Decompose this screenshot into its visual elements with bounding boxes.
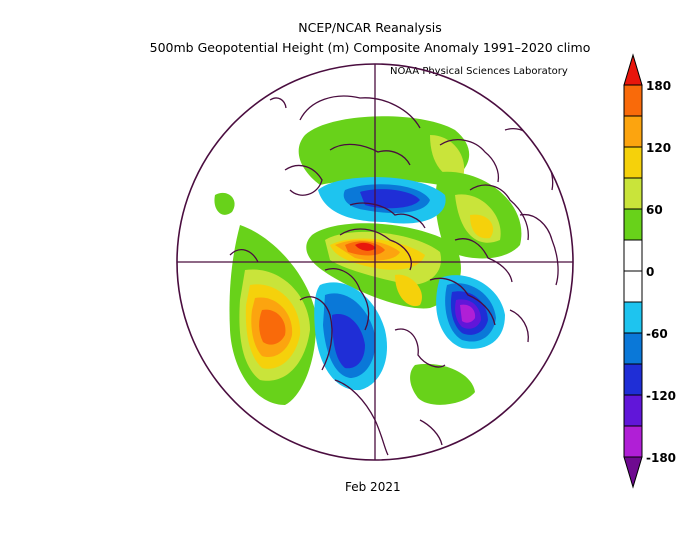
map-frame: [176, 63, 574, 461]
colorbar-swatch: [623, 425, 643, 458]
cb-label-180: 180: [646, 79, 672, 93]
cb-label-0: 0: [646, 265, 655, 279]
colorbar-swatch: [623, 208, 643, 241]
colorbar: [623, 53, 643, 489]
anomaly-contours: [214, 116, 522, 405]
map-title: NCEP/NCAR Reanalysis: [298, 20, 442, 35]
map-subtitle: 500mb Geopotential Height (m) Composite …: [149, 40, 591, 55]
colorbar-swatch: [623, 115, 643, 148]
colorbar-swatch: [623, 84, 643, 117]
colorbar-swatch: [623, 270, 643, 303]
colorbar-arrow-top: [623, 53, 643, 86]
colorbar-swatch: [623, 332, 643, 365]
colorbar-swatch: [623, 363, 643, 396]
grid-axes: [177, 64, 573, 460]
colorbar-swatch: [623, 177, 643, 210]
cb-label-m60: -60: [646, 327, 668, 341]
credit-label: NOAA Physical Sciences Laboratory: [390, 66, 568, 77]
colorbar-swatch: [623, 146, 643, 179]
colorbar-swatch: [623, 239, 643, 272]
colorbar-swatch: [623, 301, 643, 334]
period-label: Feb 2021: [345, 480, 401, 494]
colorbar-arrow-bottom: [623, 456, 643, 489]
cb-label-m120: -120: [646, 389, 677, 403]
cb-label-60: 60: [646, 203, 663, 217]
cb-label-120: 120: [646, 141, 672, 155]
colorbar-swatch: [623, 394, 643, 427]
cb-label-m180: -180: [646, 451, 677, 465]
